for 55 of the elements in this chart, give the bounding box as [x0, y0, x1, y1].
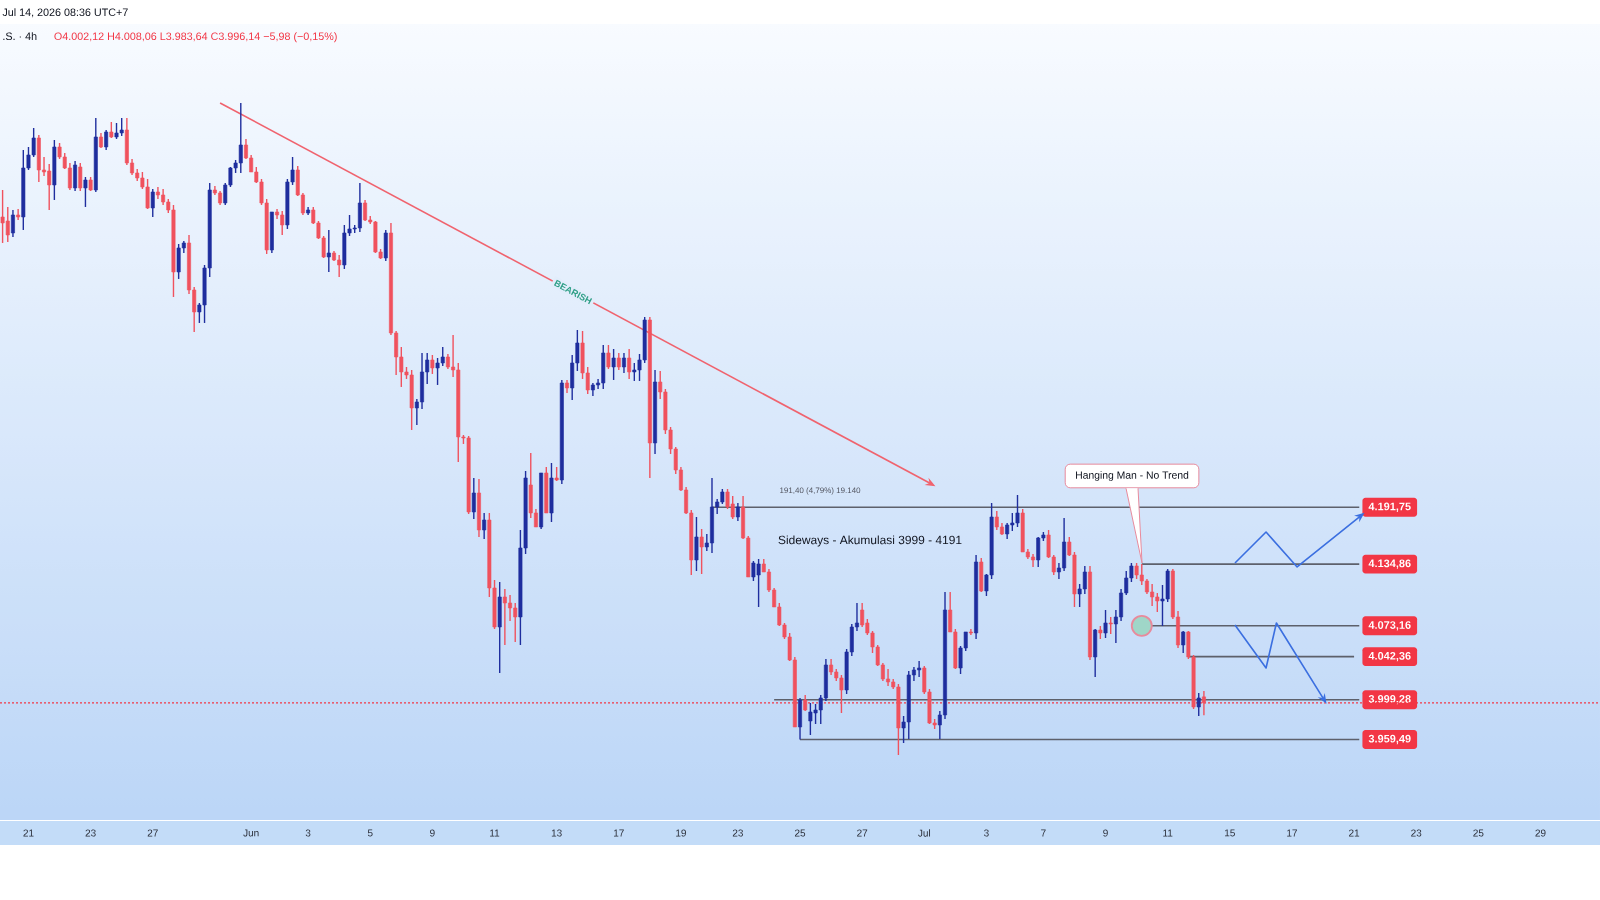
x-tick-label: 23: [732, 829, 743, 837]
x-tick-label: 15: [1225, 829, 1235, 837]
x-tick-label: 29: [1535, 829, 1546, 837]
candlestick: [430, 354, 435, 375]
candlestick: [694, 516, 699, 572]
y-tick-label: 4.042,36: [1368, 651, 1411, 662]
y-tick-label: 4.191,75: [1368, 502, 1411, 512]
x-tick-label: 9: [1103, 829, 1108, 837]
candlestick: [544, 466, 549, 514]
x-tick-label: 11: [490, 829, 500, 837]
annotation: Sideways - Akumulasi 3999 - 4191: [778, 535, 962, 547]
x-tick-label: 17: [1287, 829, 1297, 837]
x-tick-label: 3: [984, 829, 989, 837]
x-tick-label: 11: [1163, 829, 1173, 837]
x-tick-label: 25: [1473, 829, 1484, 837]
x-tick-label: 23: [85, 829, 96, 837]
candlestick: [611, 348, 616, 381]
y-tick-label: 4.073,16: [1368, 621, 1411, 631]
x-tick-label: 9: [430, 829, 435, 837]
y-tick-label: 3.959,49: [1368, 734, 1411, 745]
text: O4.002,12 H4.008,06 L3.983,64 C3.996,14 −5,98 (−0,15%): [54, 32, 337, 43]
x-tick-label: 23: [1411, 829, 1422, 837]
candlestick: [968, 628, 973, 636]
point: [1130, 614, 1153, 637]
y-tick-label: 4.134,86: [1368, 559, 1411, 569]
x-tick-label: 7: [1041, 829, 1046, 837]
candlestick: [78, 162, 83, 192]
text: Jul 14, 2026 08:36 UTC+7: [2, 8, 128, 18]
candlestick: [83, 176, 88, 208]
candlestick: [1196, 692, 1201, 717]
candlestick: [1103, 609, 1108, 639]
point: [1354, 512, 1365, 522]
x-tick-label: 21: [1349, 829, 1360, 837]
x-tick-label: 3: [305, 829, 311, 837]
x-tick-label: 17: [614, 829, 624, 837]
x-tick-label: 21: [23, 829, 34, 837]
candlestick: [497, 581, 502, 674]
x-tick-label: 19: [676, 829, 686, 837]
candlestick: [383, 229, 388, 262]
candlestick: [699, 528, 704, 575]
y-tick-label: 3.999,28: [1368, 695, 1411, 705]
text: .S. · 4h: [3, 32, 37, 41]
x-tick-label: 13: [551, 829, 562, 837]
candlestick: [979, 557, 984, 593]
annotation: Hanging Man - No Trend: [1076, 471, 1189, 481]
x-tick-label: Jun: [243, 829, 259, 837]
candlestick: [606, 344, 611, 370]
x-tick-label: 27: [857, 829, 868, 837]
candlestick: [150, 188, 155, 218]
x-tick-label: 25: [794, 829, 806, 837]
x-tick-label: 27: [147, 829, 158, 837]
x-tick-label: 5: [367, 829, 373, 837]
candlestick: [52, 139, 57, 201]
candlestick: [549, 462, 554, 523]
x-tick-label: Jul: [918, 829, 931, 837]
